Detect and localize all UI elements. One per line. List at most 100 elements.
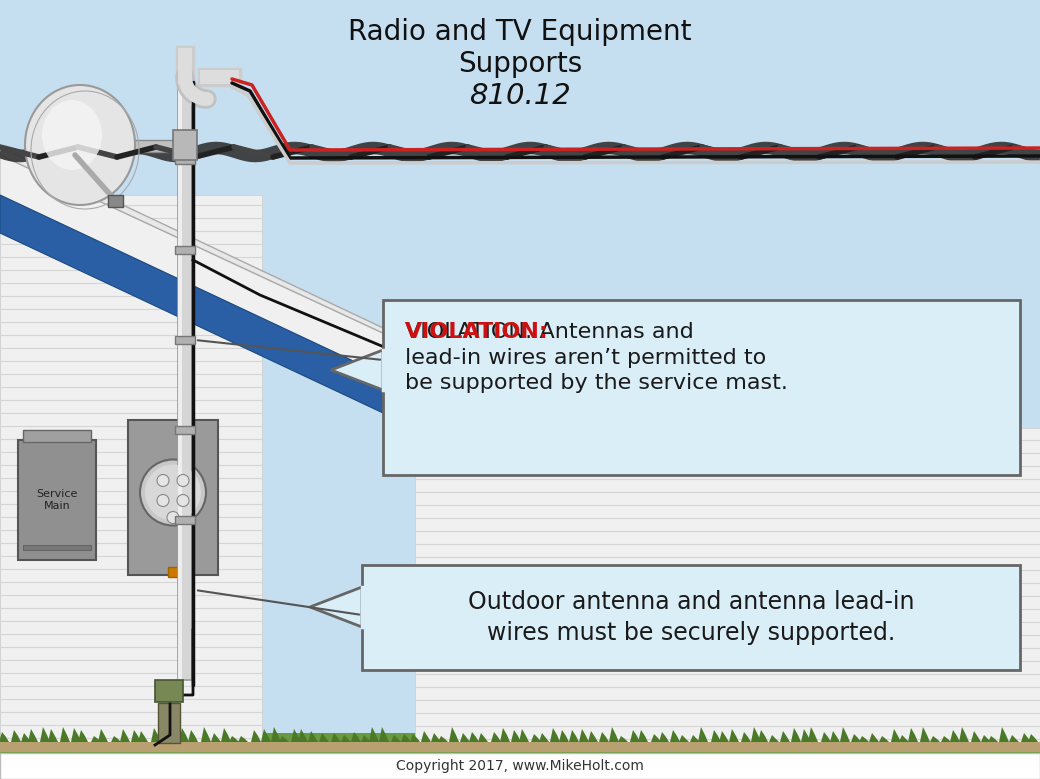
- Polygon shape: [251, 730, 261, 742]
- Polygon shape: [319, 733, 329, 742]
- Polygon shape: [460, 733, 470, 742]
- Polygon shape: [1009, 735, 1019, 742]
- Polygon shape: [859, 736, 869, 742]
- Bar: [0, 742, 1040, 752]
- Polygon shape: [679, 735, 690, 742]
- Polygon shape: [438, 736, 448, 742]
- Polygon shape: [729, 729, 739, 742]
- Polygon shape: [719, 731, 729, 742]
- Bar: [168, 567, 178, 577]
- Polygon shape: [151, 728, 161, 742]
- FancyBboxPatch shape: [362, 565, 1020, 670]
- Polygon shape: [638, 730, 648, 742]
- Polygon shape: [1021, 733, 1031, 742]
- Polygon shape: [341, 735, 352, 742]
- Bar: [173, 130, 197, 160]
- Polygon shape: [519, 729, 529, 742]
- Ellipse shape: [25, 85, 135, 205]
- Polygon shape: [651, 734, 661, 742]
- Polygon shape: [711, 730, 721, 742]
- Polygon shape: [0, 147, 415, 348]
- Text: VIOLATION: Antennas and
lead-in wires aren’t permitted to
be supported by the se: VIOLATION: Antennas and lead-in wires ar…: [405, 322, 788, 393]
- Bar: [175, 156, 196, 164]
- Polygon shape: [609, 727, 619, 742]
- Polygon shape: [780, 731, 790, 742]
- Circle shape: [177, 495, 189, 506]
- Text: Supports: Supports: [458, 50, 582, 78]
- Bar: [175, 336, 196, 344]
- Polygon shape: [511, 730, 521, 742]
- Polygon shape: [758, 730, 768, 742]
- Bar: [0, 753, 1040, 779]
- Bar: [123, 140, 181, 152]
- Polygon shape: [211, 733, 222, 742]
- Text: 810.12: 810.12: [469, 82, 571, 110]
- Polygon shape: [158, 731, 168, 742]
- Polygon shape: [170, 736, 180, 742]
- Bar: [178, 55, 192, 680]
- Polygon shape: [830, 731, 840, 742]
- Polygon shape: [298, 729, 308, 742]
- Polygon shape: [599, 732, 609, 742]
- Polygon shape: [0, 155, 415, 390]
- Polygon shape: [891, 729, 901, 742]
- Polygon shape: [415, 428, 1040, 742]
- Bar: [23, 545, 92, 550]
- Polygon shape: [0, 195, 415, 428]
- Polygon shape: [131, 730, 141, 742]
- Text: Service
Main: Service Main: [36, 489, 78, 511]
- Ellipse shape: [42, 100, 102, 170]
- Bar: [175, 516, 196, 524]
- Polygon shape: [291, 729, 301, 742]
- Polygon shape: [539, 733, 549, 742]
- Polygon shape: [851, 734, 861, 742]
- Polygon shape: [469, 732, 479, 742]
- Polygon shape: [740, 732, 751, 742]
- Polygon shape: [899, 735, 909, 742]
- Polygon shape: [550, 728, 560, 742]
- Circle shape: [167, 512, 179, 523]
- Polygon shape: [0, 732, 9, 742]
- Polygon shape: [690, 735, 700, 742]
- Polygon shape: [379, 727, 389, 742]
- Polygon shape: [179, 728, 189, 742]
- Polygon shape: [769, 735, 779, 742]
- Polygon shape: [201, 727, 211, 742]
- Bar: [128, 420, 218, 575]
- Circle shape: [157, 474, 168, 487]
- Polygon shape: [698, 727, 708, 742]
- Text: VIOLATION:: VIOLATION:: [405, 322, 549, 342]
- Polygon shape: [410, 734, 420, 742]
- Polygon shape: [222, 728, 231, 742]
- Polygon shape: [869, 733, 879, 742]
- Polygon shape: [840, 727, 850, 742]
- Polygon shape: [78, 730, 88, 742]
- Polygon shape: [352, 732, 361, 742]
- Polygon shape: [491, 732, 501, 742]
- Polygon shape: [941, 736, 951, 742]
- Polygon shape: [98, 729, 108, 742]
- Polygon shape: [988, 736, 998, 742]
- Polygon shape: [579, 729, 589, 742]
- Polygon shape: [120, 729, 130, 742]
- Circle shape: [157, 495, 168, 506]
- Polygon shape: [391, 735, 401, 742]
- Polygon shape: [531, 734, 541, 742]
- Polygon shape: [500, 728, 510, 742]
- Polygon shape: [271, 727, 281, 742]
- Polygon shape: [670, 730, 680, 742]
- Polygon shape: [808, 727, 818, 742]
- Text: Copyright 2017, www.MikeHolt.com: Copyright 2017, www.MikeHolt.com: [396, 759, 644, 773]
- Polygon shape: [1028, 734, 1038, 742]
- Polygon shape: [999, 727, 1009, 742]
- Bar: [23, 430, 92, 442]
- Polygon shape: [331, 733, 341, 742]
- Polygon shape: [279, 736, 289, 742]
- Polygon shape: [369, 727, 379, 742]
- Polygon shape: [238, 736, 248, 742]
- Circle shape: [177, 474, 189, 487]
- Polygon shape: [310, 587, 362, 627]
- Polygon shape: [331, 350, 383, 390]
- Polygon shape: [111, 736, 121, 742]
- Polygon shape: [188, 730, 198, 742]
